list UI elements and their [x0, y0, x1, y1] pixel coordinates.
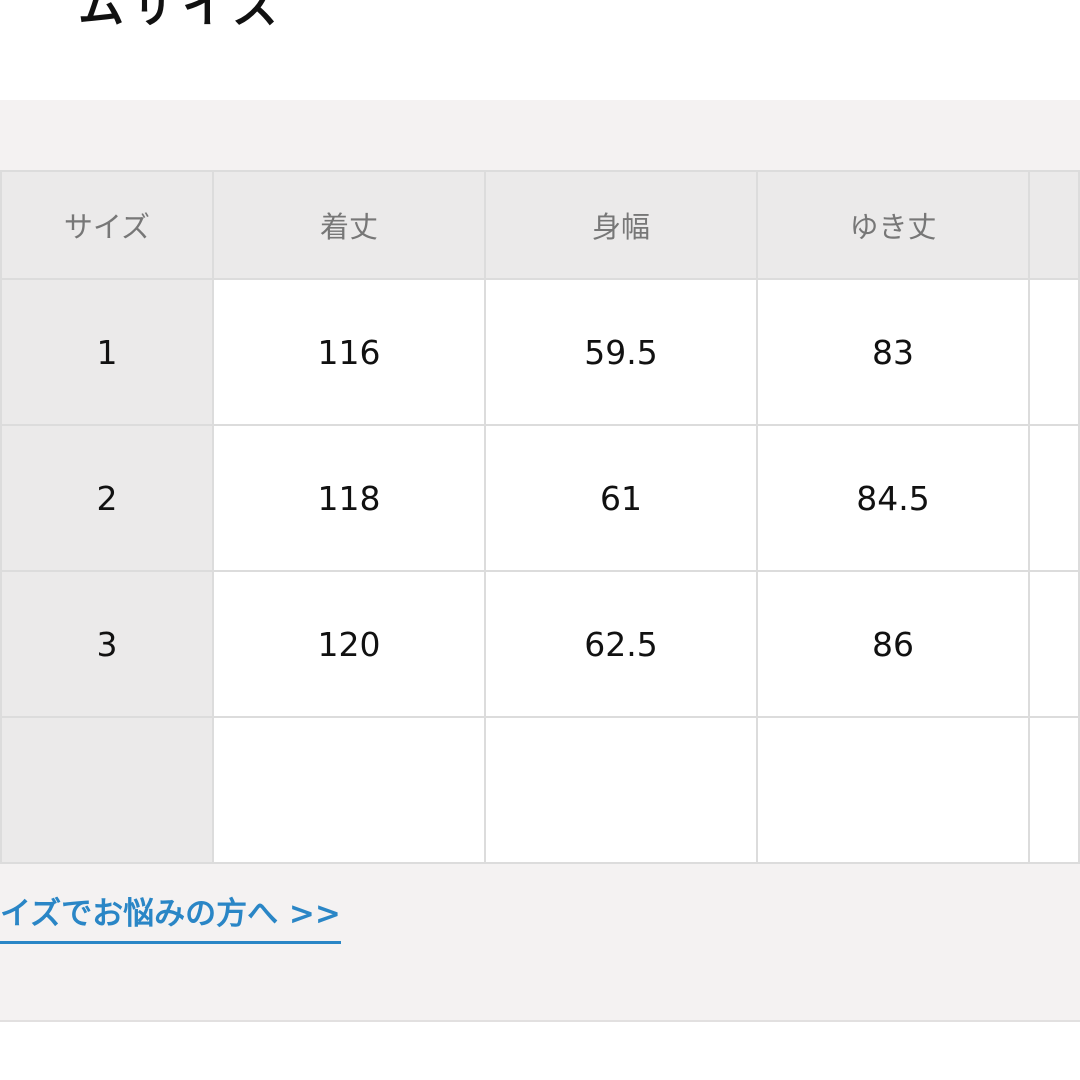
- size-table: サイズ 着丈 身幅 ゆき丈 1 116 59.5 83 2 118 61 84.5 3 120 62…: [0, 170, 1080, 864]
- table-cell: 84.5: [756, 424, 1030, 572]
- table-row: 3 120 62.5 86: [0, 570, 1080, 718]
- size-help-link[interactable]: イズでお悩みの方へ >>: [0, 888, 341, 944]
- table-cell: 83: [756, 278, 1030, 426]
- table-cell: 61: [484, 424, 758, 572]
- table-cell: 3: [0, 570, 214, 718]
- table-cell: 62.5: [484, 570, 758, 718]
- table-cell: [756, 716, 1030, 864]
- table-row: 2 118 61 84.5: [0, 424, 1080, 572]
- table-row: [0, 716, 1080, 864]
- table-cell: [1028, 424, 1080, 572]
- table-cell: 2: [0, 424, 214, 572]
- table-cell: [212, 716, 486, 864]
- page-title: ムサイズ: [78, 0, 285, 33]
- table-cell: 59.5: [484, 278, 758, 426]
- header-size: サイズ: [0, 170, 214, 280]
- table-cell: 118: [212, 424, 486, 572]
- table-header-row: サイズ 着丈 身幅 ゆき丈: [0, 170, 1080, 280]
- table-cell: [1028, 570, 1080, 718]
- header-width: 身幅: [484, 170, 758, 280]
- table-cell: [1028, 716, 1080, 864]
- table-cell: 116: [212, 278, 486, 426]
- header-sleeve: ゆき丈: [756, 170, 1030, 280]
- table-cell: [484, 716, 758, 864]
- table-cell: [0, 716, 214, 864]
- table-cell: 120: [212, 570, 486, 718]
- table-row: 1 116 59.5 83: [0, 278, 1080, 426]
- table-cell: 86: [756, 570, 1030, 718]
- header-length: 着丈: [212, 170, 486, 280]
- header-extra: [1028, 170, 1080, 280]
- table-cell: 1: [0, 278, 214, 426]
- table-cell: [1028, 278, 1080, 426]
